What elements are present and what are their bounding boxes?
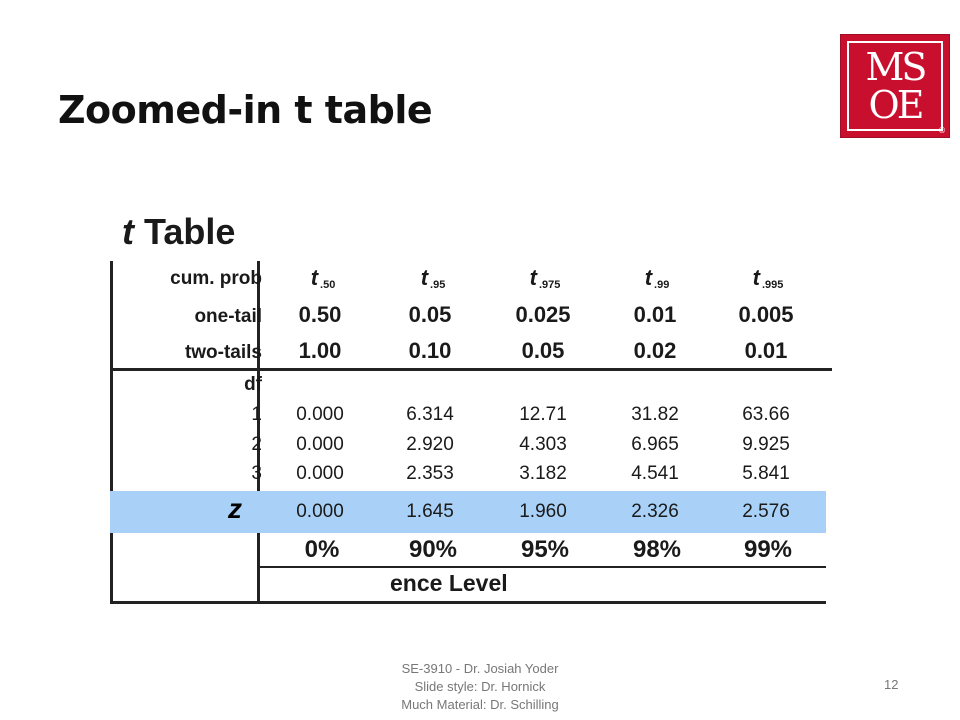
two-tails-cell: 0.02 — [633, 338, 677, 363]
t-value-cell: 0.000 — [296, 404, 344, 425]
z-value-cell: 2.326 — [631, 501, 679, 522]
footer-material-line: Much Material: Dr. Schilling — [401, 697, 559, 712]
col-head-t50: t .50 — [310, 265, 336, 291]
one-tail-cell: 0.025 — [515, 302, 571, 327]
two-tails-cell: 0.10 — [408, 338, 452, 363]
two-tails-cell: 0.01 — [744, 338, 788, 363]
df-value: 1 — [251, 404, 262, 425]
confidence-cell: 95% — [520, 536, 570, 563]
confidence-divider — [258, 566, 826, 568]
t-value-cell: 4.303 — [519, 434, 567, 455]
one-tail-cell: 0.50 — [298, 302, 342, 327]
confidence-level-caption: ence Level — [390, 570, 508, 596]
t-value-cell: 9.925 — [742, 434, 790, 455]
confidence-cell: 99% — [743, 536, 793, 563]
t-value-cell: 3.182 — [519, 463, 567, 484]
confidence-cell: 98% — [632, 536, 682, 563]
col-head-t995: t .995 — [752, 265, 784, 291]
t-value-cell: 6.965 — [631, 434, 679, 455]
bottom-border — [110, 601, 826, 604]
t-value-cell: 2.920 — [406, 434, 454, 455]
confidence-cell: 0% — [304, 536, 340, 563]
page-number: 12 — [884, 677, 899, 692]
two-tails-cell: 0.05 — [521, 338, 565, 363]
one-tail-cell: 0.05 — [408, 302, 452, 327]
logo-row-1: MS — [865, 45, 928, 89]
msoe-logo: MS OE ® — [840, 34, 950, 138]
footer-style-line: Slide style: Dr. Hornick — [414, 679, 546, 694]
logo-row-2: OE — [868, 83, 925, 127]
t-table-heading-t: t — [122, 211, 134, 252]
header-divider — [110, 368, 832, 371]
t-value-cell: 6.314 — [406, 404, 454, 425]
one-tail-cell: 0.005 — [738, 302, 794, 327]
t-table-image: t Table cum. prob one-tail two-tails t .50… — [110, 205, 840, 615]
logo-registered-mark: ® — [938, 126, 946, 135]
col-head-t975: t .975 — [529, 265, 561, 291]
df-value: 2 — [251, 434, 262, 455]
two-tails-cell: 1.00 — [298, 338, 342, 363]
z-row-label: z — [228, 493, 242, 524]
z-row-highlight — [110, 491, 826, 533]
col-head-t95: t .95 — [420, 265, 446, 291]
df-value: 3 — [251, 463, 262, 484]
z-value-cell: 1.960 — [519, 501, 567, 522]
t-value-cell: 0.000 — [296, 434, 344, 455]
t-value-cell: 0.000 — [296, 463, 344, 484]
cum-prob-label: cum. prob — [170, 268, 262, 289]
logo-border — [847, 41, 943, 131]
vertical-divider — [257, 261, 260, 604]
t-value-cell: 4.541 — [631, 463, 679, 484]
z-value-cell: 0.000 — [296, 501, 344, 522]
left-border — [110, 261, 113, 604]
t-value-cell: 12.71 — [519, 404, 567, 425]
z-value-cell: 2.576 — [742, 501, 790, 522]
df-label: df — [244, 374, 262, 395]
confidence-cell: 90% — [408, 536, 458, 563]
two-tails-label: two-tails — [184, 342, 262, 363]
t-table-heading: t Table — [122, 211, 235, 253]
slide-footer: SE-3910 - Dr. Josiah Yoder Slide style: … — [340, 660, 620, 714]
one-tail-label: one-tail — [194, 306, 262, 327]
t-table-heading-word: Table — [144, 211, 236, 252]
t-value-cell: 63.66 — [742, 404, 790, 425]
slide-title: Zoomed-in t table — [58, 88, 433, 132]
t-value-cell: 5.841 — [742, 463, 790, 484]
t-value-cell: 31.82 — [631, 404, 679, 425]
footer-course-line: SE-3910 - Dr. Josiah Yoder — [401, 661, 559, 676]
col-head-t99: t .99 — [644, 265, 670, 291]
one-tail-cell: 0.01 — [633, 302, 677, 327]
t-value-cell: 2.353 — [406, 463, 454, 484]
z-value-cell: 1.645 — [406, 501, 454, 522]
